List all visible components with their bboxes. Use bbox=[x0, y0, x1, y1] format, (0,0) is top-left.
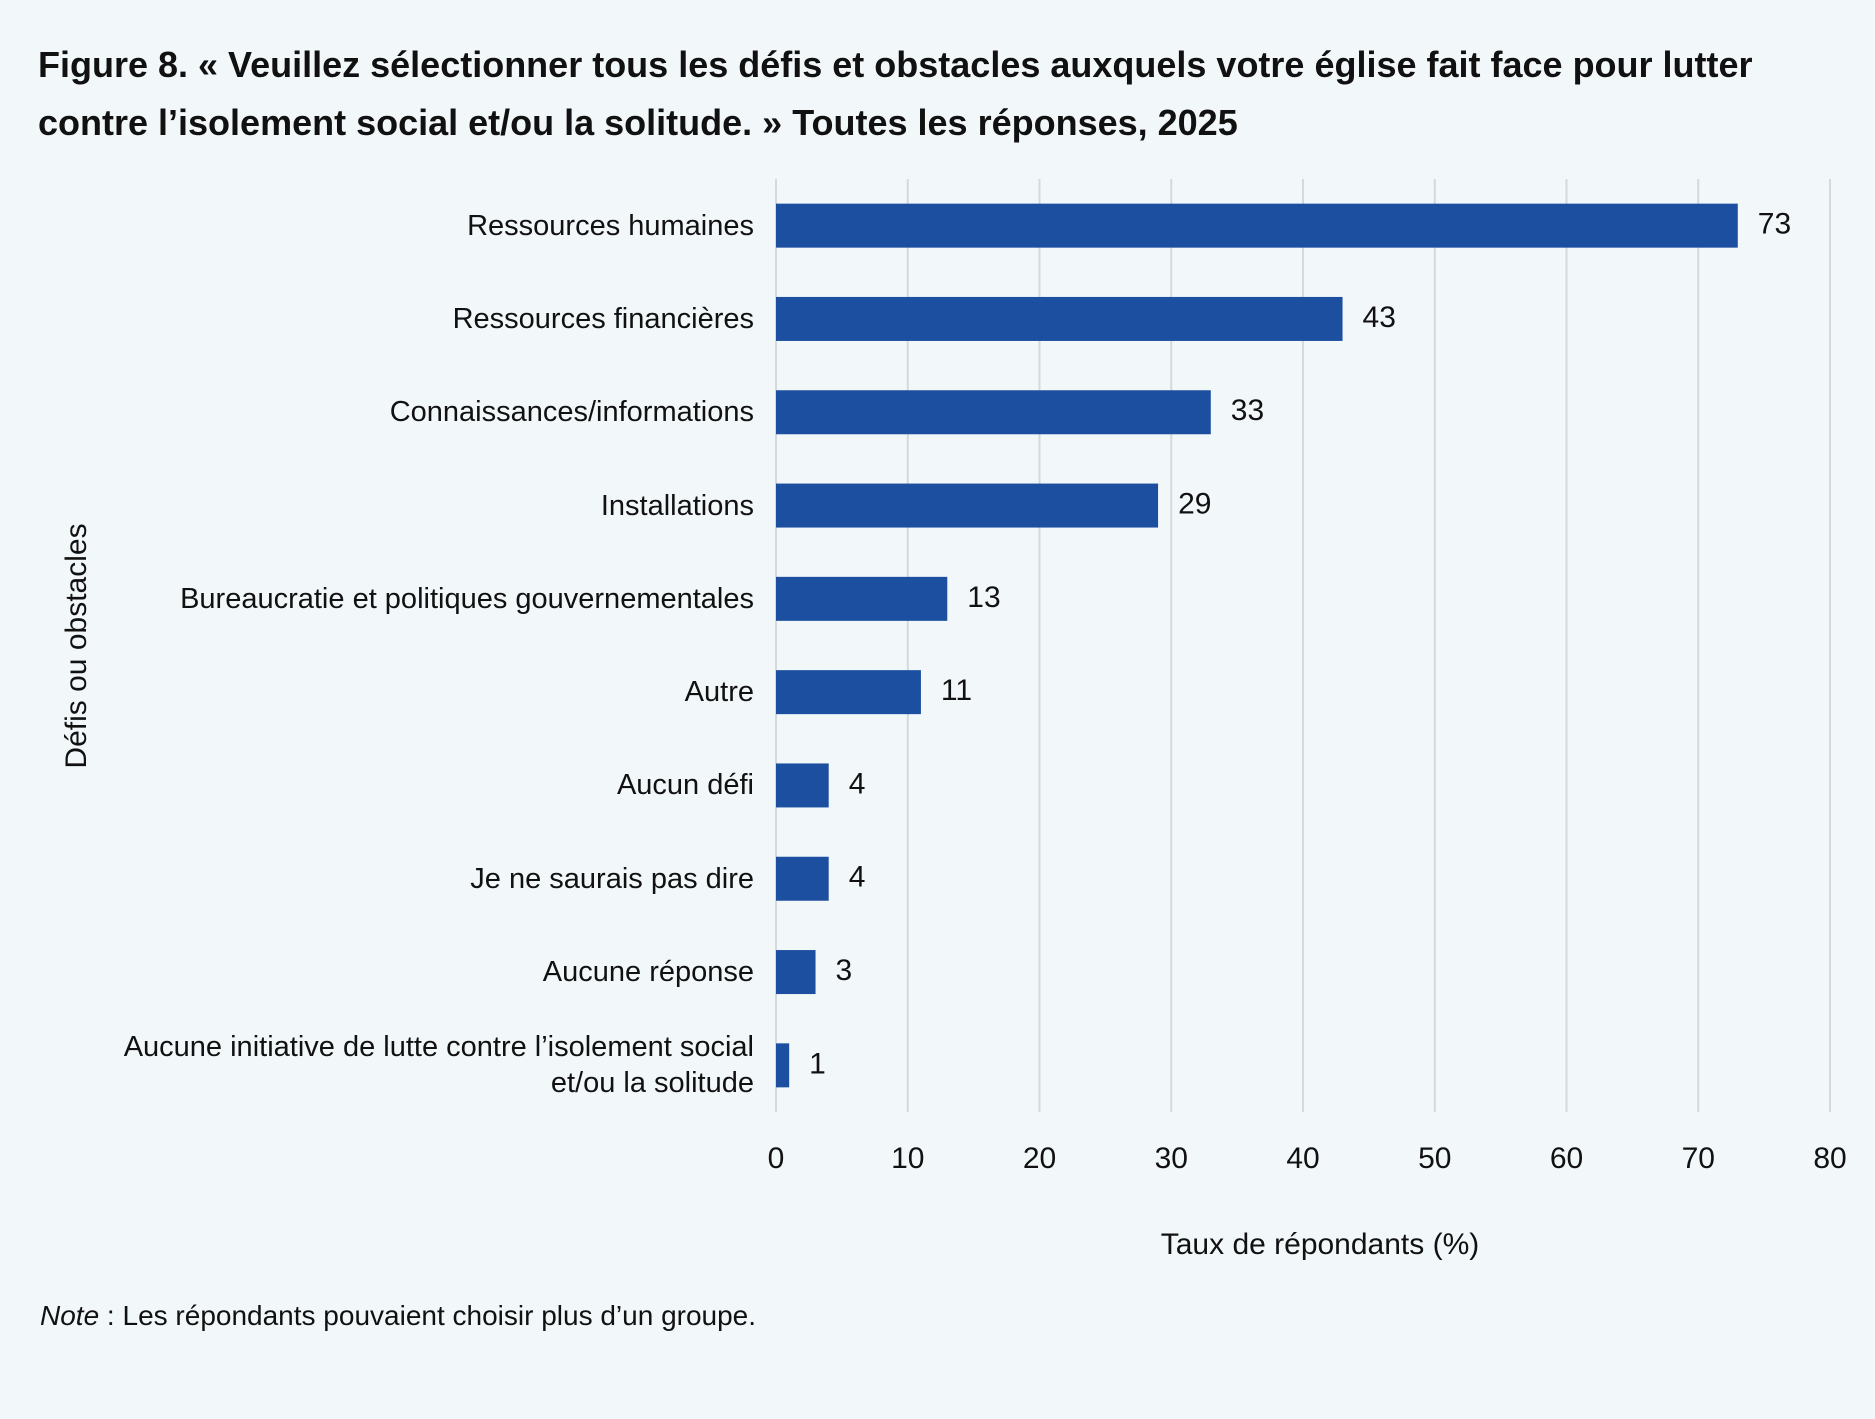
y-tick-label: Ressources humaines bbox=[467, 209, 754, 242]
note-text: : Les répondants pouvaient choisir plus … bbox=[99, 1300, 757, 1331]
data-label: 43 bbox=[1363, 301, 1396, 334]
y-tick-label: Installations bbox=[600, 489, 754, 522]
y-tick-label: Bureaucratie et politiques gouvernementa… bbox=[180, 582, 754, 615]
data-label: 4 bbox=[849, 861, 866, 894]
bar bbox=[776, 203, 1738, 248]
x-tick-label: 20 bbox=[1023, 1142, 1056, 1175]
note: Note : Les répondants pouvaient choisir … bbox=[40, 1300, 756, 1332]
y-tick-label: Aucune initiative de lutte contre l’isol… bbox=[123, 1031, 754, 1100]
data-label: 3 bbox=[836, 954, 853, 987]
data-label: 73 bbox=[1758, 208, 1791, 241]
bar bbox=[776, 950, 816, 995]
x-tick-label: 0 bbox=[768, 1142, 785, 1175]
y-tick-label: Connaissances/informations bbox=[389, 396, 754, 429]
bar bbox=[776, 483, 1159, 528]
x-tick-label: 80 bbox=[1813, 1142, 1846, 1175]
y-tick-label: Je ne saurais pas dire bbox=[470, 862, 754, 895]
bar bbox=[776, 296, 1343, 341]
data-label: 13 bbox=[967, 581, 1000, 614]
y-tick-label: Ressources financières bbox=[452, 302, 754, 335]
data-label: 33 bbox=[1231, 394, 1264, 427]
bar bbox=[776, 670, 921, 715]
x-tick-label: 30 bbox=[1155, 1142, 1188, 1175]
data-label: 1 bbox=[809, 1047, 826, 1080]
x-tick-label: 60 bbox=[1550, 1142, 1583, 1175]
data-label: 4 bbox=[849, 767, 866, 800]
y-tick-label: Aucun défi bbox=[616, 769, 754, 802]
bar bbox=[776, 390, 1211, 435]
y-axis-label: Défis ou obstacles bbox=[60, 523, 93, 768]
data-label: 29 bbox=[1178, 487, 1211, 520]
bar bbox=[776, 576, 948, 621]
bar bbox=[776, 1043, 790, 1088]
bar bbox=[776, 763, 829, 808]
data-label: 11 bbox=[941, 674, 972, 707]
chart-title: Figure 8. « Veuillez sélectionner tous l… bbox=[38, 44, 1753, 143]
x-axis-label: Taux de répondants (%) bbox=[1161, 1228, 1480, 1261]
x-tick-label: 70 bbox=[1682, 1142, 1715, 1175]
y-tick-label: Aucune réponse bbox=[542, 956, 754, 989]
y-tick-label: Autre bbox=[684, 676, 754, 709]
x-tick-label: 40 bbox=[1286, 1142, 1319, 1175]
x-tick-label: 50 bbox=[1418, 1142, 1451, 1175]
x-tick-label: 10 bbox=[891, 1142, 924, 1175]
bar bbox=[776, 856, 829, 901]
note-label: Note bbox=[40, 1300, 100, 1331]
